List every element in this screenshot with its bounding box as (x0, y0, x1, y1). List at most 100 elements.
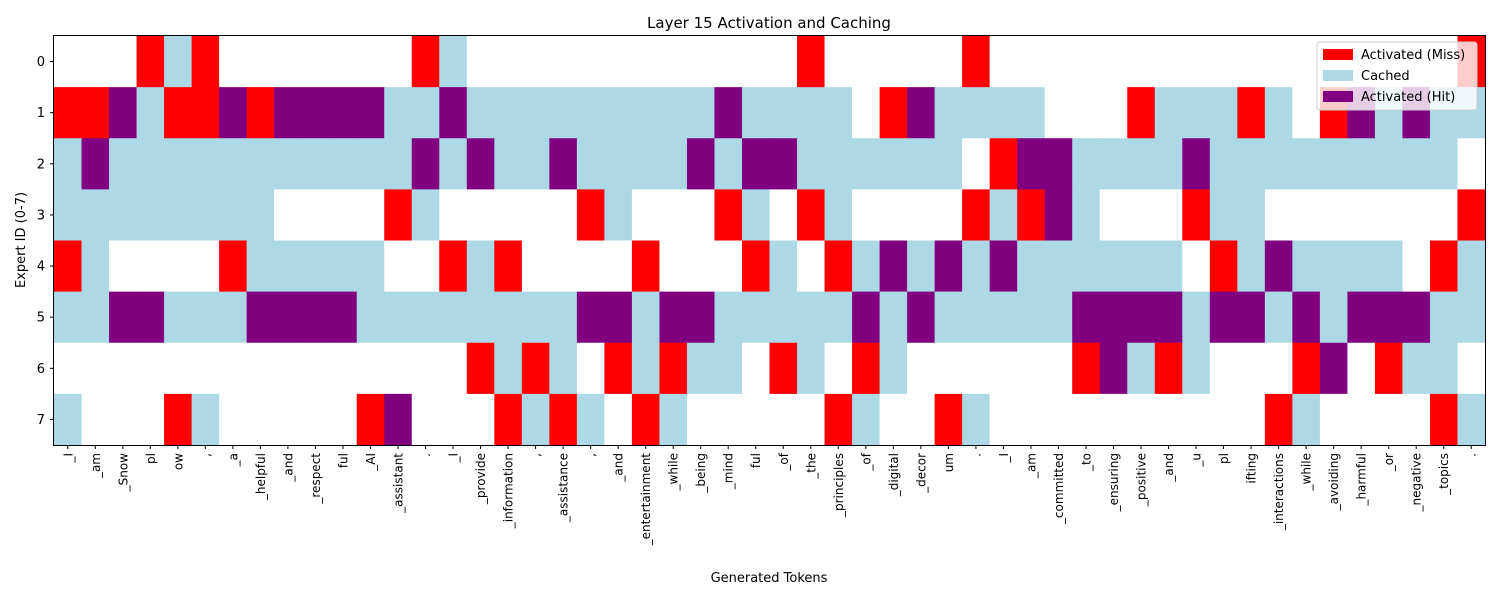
heatmap-cell (356, 393, 385, 446)
heatmap-cell (384, 342, 413, 395)
heatmap-cell (1099, 393, 1128, 446)
heatmap-cell (1319, 342, 1348, 395)
heatmap-cell (962, 291, 991, 344)
x-tick-label: _to (1079, 453, 1093, 472)
heatmap-cell (439, 36, 468, 88)
heatmap-cell (164, 393, 193, 446)
x-tick-label: _I (61, 453, 75, 464)
heatmap-cell (109, 36, 138, 88)
heatmap-cell (714, 87, 743, 139)
heatmap-cell (1017, 291, 1046, 344)
x-axis-ticks: _I _am _Snow pl ow, _a _helpful _and _respect ful… (61, 445, 1479, 546)
heatmap-cell (1099, 240, 1128, 293)
heatmap-cell (576, 240, 605, 293)
heatmap-cell (521, 291, 550, 344)
heatmap-cell (934, 291, 963, 344)
heatmap-cell (1099, 189, 1128, 242)
y-axis-label: Expert ID (0-7) (14, 192, 29, 288)
heatmap-cell (659, 240, 688, 293)
heatmap-cell (631, 87, 661, 139)
heatmap-cell (852, 342, 881, 395)
heatmap-cell (714, 138, 743, 190)
y-tick-label: 3 (37, 208, 45, 223)
heatmap-cell (852, 240, 881, 293)
heatmap-cell (494, 240, 523, 293)
heatmap-cell (246, 189, 275, 242)
heatmap-cell (274, 189, 303, 242)
heatmap-cell (631, 36, 661, 88)
heatmap-cell (1154, 342, 1183, 395)
heatmap-cell (1017, 36, 1046, 88)
heatmap-cell (494, 138, 523, 190)
heatmap-cell (907, 138, 936, 190)
heatmap-cell (907, 189, 936, 242)
heatmap-cell (54, 291, 83, 344)
heatmap-cell (466, 291, 495, 344)
heatmap-cell (1154, 291, 1183, 344)
x-tick-label: , (199, 453, 213, 457)
heatmap-cell (1017, 189, 1046, 242)
heatmap-cell (1127, 138, 1156, 190)
heatmap-cell (1237, 189, 1266, 242)
y-tick-label: 7 (37, 413, 45, 428)
heatmap-cell (466, 342, 495, 395)
heatmap-cell (329, 240, 358, 293)
heatmap-cell (1072, 291, 1101, 344)
heatmap-cell (1182, 87, 1211, 139)
heatmap-cell (1347, 342, 1376, 395)
heatmap-cell (879, 342, 908, 395)
heatmap-cell (494, 393, 523, 446)
x-tick-label: _I (997, 453, 1011, 464)
heatmap-cell (1374, 393, 1404, 446)
heatmap-cell (466, 36, 495, 88)
heatmap-cell (1017, 342, 1046, 395)
heatmap-cell (136, 291, 165, 344)
heatmap-cell (604, 240, 633, 293)
x-tick-label: _mind (722, 453, 736, 490)
heatmap-cell (1209, 36, 1238, 88)
heatmap-cell (109, 240, 138, 293)
heatmap-cell (439, 393, 468, 446)
heatmap-cell (1237, 36, 1266, 88)
heatmap-cell (219, 240, 248, 293)
heatmap-cell (191, 138, 220, 190)
heatmap-cell (1154, 240, 1183, 293)
heatmap-cell (797, 342, 826, 395)
heatmap-cell (1402, 240, 1431, 293)
heatmap-cell (1429, 291, 1459, 344)
heatmap-cell (907, 36, 936, 88)
heatmap-cell (81, 393, 110, 446)
heatmap-cell (521, 87, 550, 139)
heatmap-cell (797, 138, 826, 190)
heatmap-cell (1402, 291, 1431, 344)
heatmap-cell (164, 291, 193, 344)
legend-box (1316, 41, 1478, 111)
heatmap-cell (1402, 138, 1431, 190)
heatmap-cell (714, 240, 743, 293)
heatmap-cell (1017, 87, 1046, 139)
heatmap-cell (907, 393, 936, 446)
heatmap-cell (1182, 393, 1211, 446)
heatmap-cell (54, 87, 83, 139)
heatmap-cell (329, 189, 358, 242)
heatmap-cell (384, 393, 413, 446)
heatmap-cell (1292, 36, 1321, 88)
x-tick-label: _topics (1437, 453, 1451, 496)
heatmap-cell (521, 189, 550, 242)
heatmap-cell (769, 87, 798, 139)
heatmap-cell (521, 240, 550, 293)
heatmap-cell (136, 36, 165, 88)
heatmap-cell (686, 393, 716, 446)
heatmap-cell (1072, 189, 1101, 242)
heatmap-cell (1457, 189, 1486, 242)
heatmap-cell (686, 240, 716, 293)
heatmap-cell (54, 189, 83, 242)
heatmap-cell (1347, 240, 1376, 293)
heatmap-cell (631, 291, 661, 344)
heatmap-cell (274, 36, 303, 88)
heatmap-cell (384, 240, 413, 293)
heatmap-cell (521, 138, 550, 190)
heatmap-cell (934, 36, 963, 88)
heatmap-cell (576, 87, 605, 139)
heatmap-cell (1209, 342, 1238, 395)
